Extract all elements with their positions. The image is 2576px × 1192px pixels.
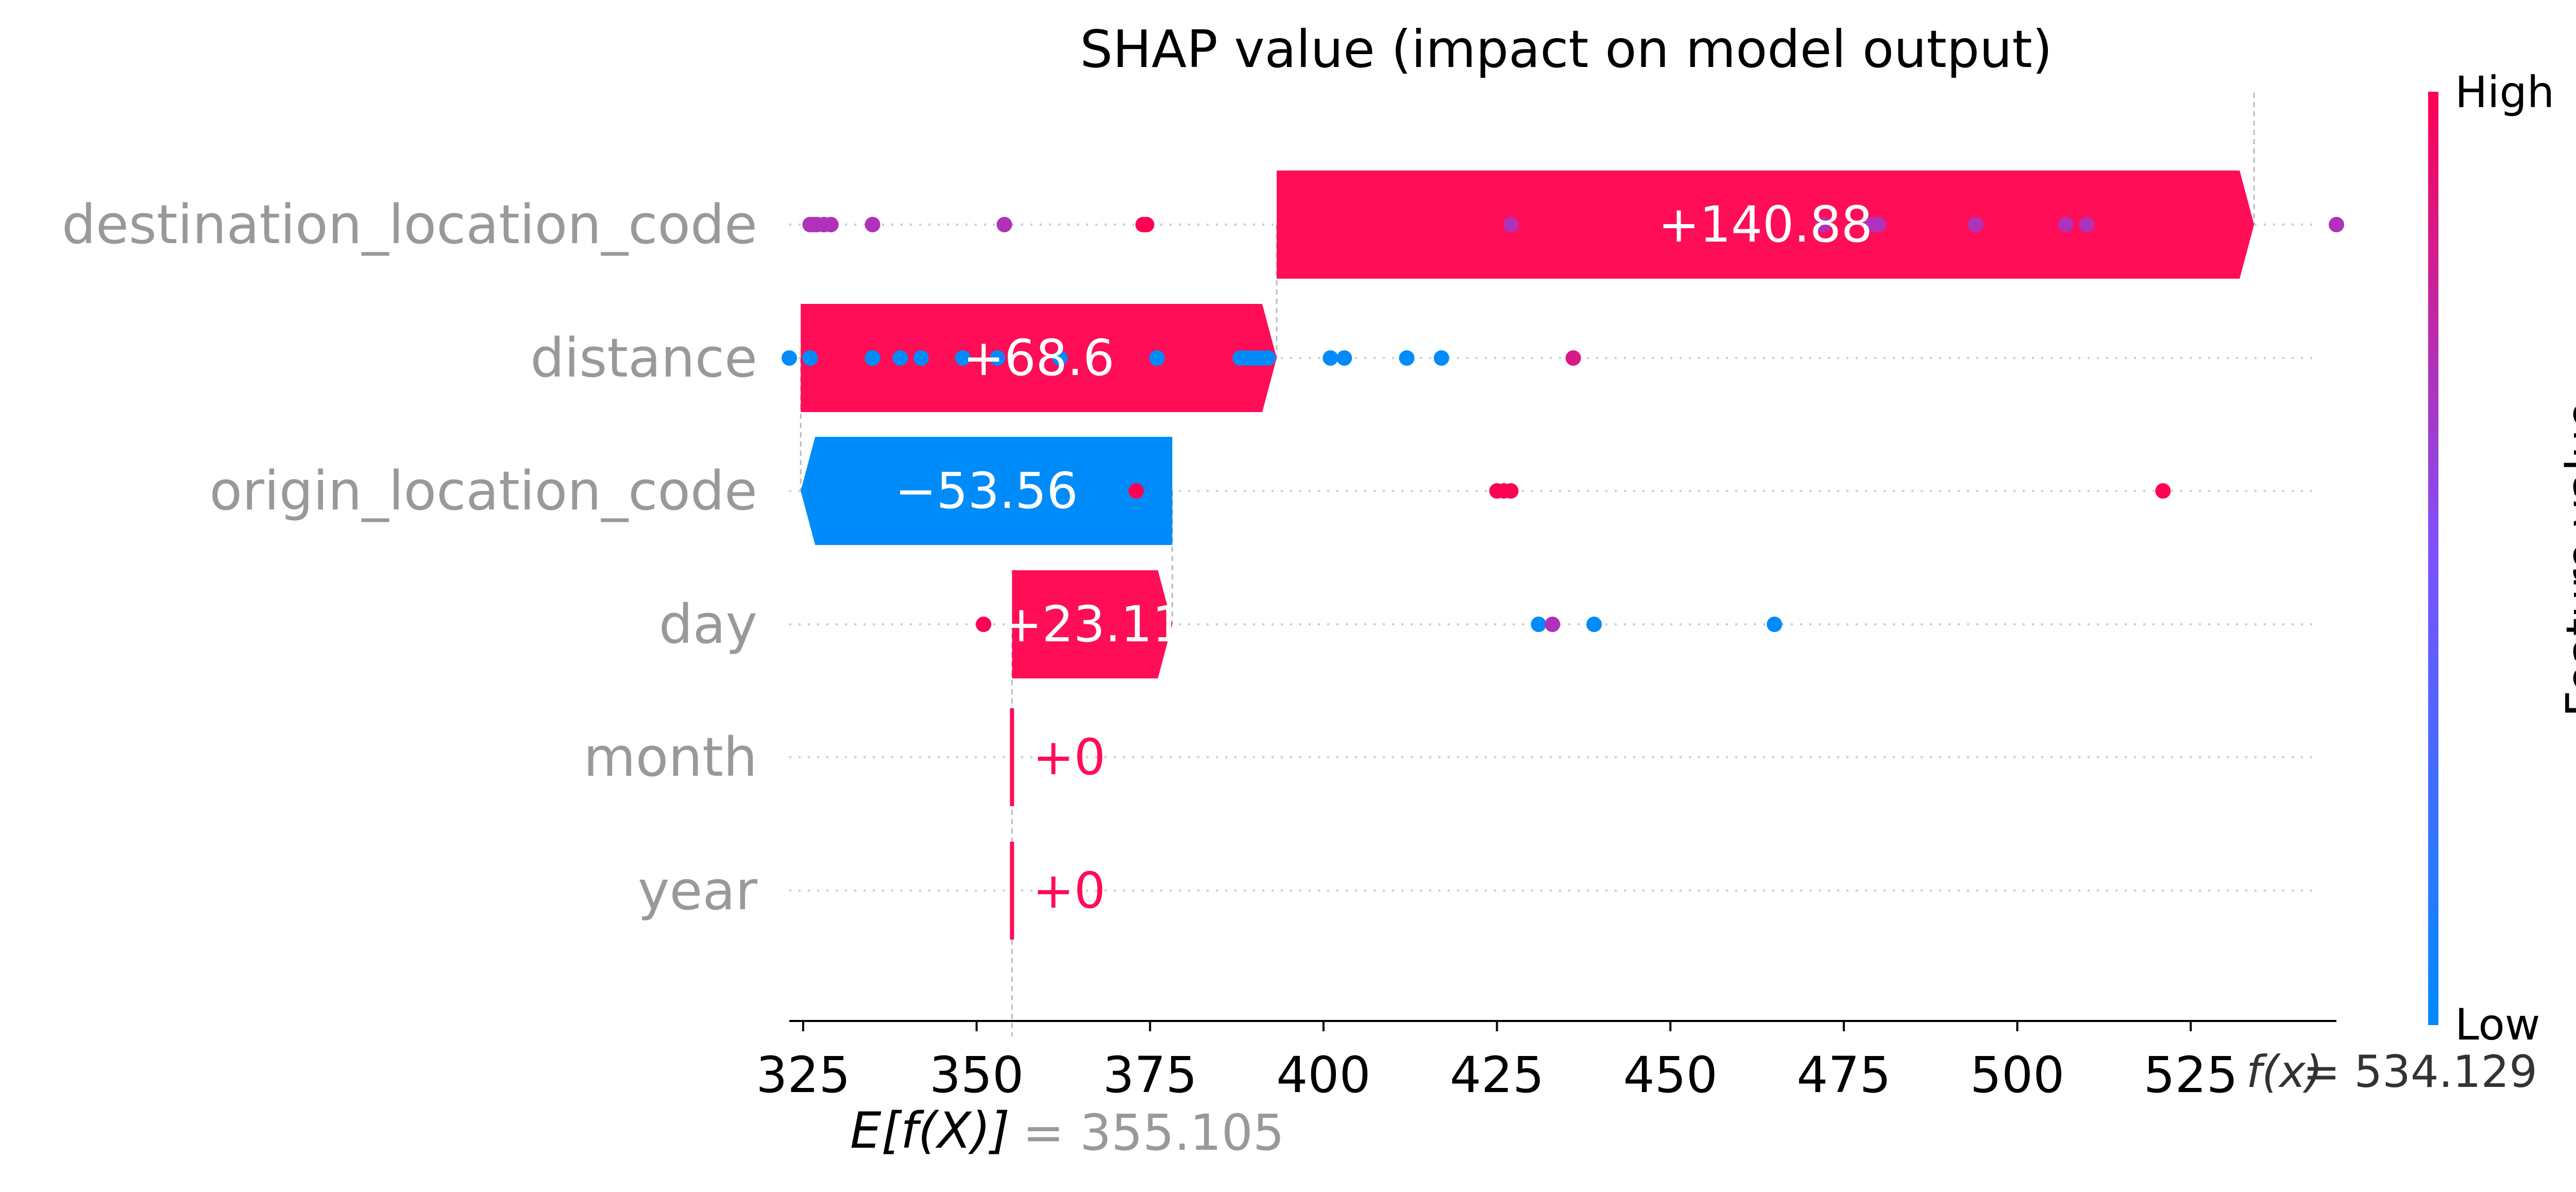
x-tick-label: 400 [1276, 1046, 1370, 1104]
feature-point [1433, 350, 1449, 366]
feature-point [2079, 217, 2095, 232]
contribution-label: +140.88 [1658, 196, 1872, 253]
feature-label: month [583, 726, 757, 789]
feature-point [1336, 350, 1352, 366]
contribution-bar [801, 304, 1277, 412]
feature-point [955, 350, 971, 366]
feature-point [1767, 617, 1783, 632]
feature-point [913, 350, 929, 366]
base-value-label: E[f(X)] [850, 1102, 1010, 1160]
feature-point [802, 350, 818, 366]
contribution-bar [1012, 570, 1173, 678]
base-value-value: = 355.105 [1023, 1104, 1284, 1162]
feature-point [1871, 217, 1887, 232]
feature-point [865, 217, 880, 232]
feature-label: destination_location_code [62, 193, 757, 256]
feature-point [1815, 217, 1831, 232]
feature-point [1052, 350, 1068, 366]
colorbar-title: Feature value [2556, 401, 2576, 718]
x-tick-label: 425 [1450, 1046, 1544, 1104]
x-tick-label: 450 [1623, 1046, 1718, 1104]
contribution-label: +0 [1032, 728, 1106, 786]
feature-point [1545, 617, 1561, 632]
feature-point [1399, 350, 1415, 366]
contribution-label: −53.56 [895, 462, 1078, 520]
feature-point [1323, 350, 1338, 366]
feature-point [989, 350, 1005, 366]
feature-point [1503, 483, 1519, 499]
x-tick-label: 500 [1970, 1046, 2064, 1104]
x-tick-label: 475 [1797, 1046, 1891, 1104]
feature-point [865, 350, 880, 366]
output-value-value: = 534.129 [2303, 1046, 2537, 1098]
x-tick-label: 525 [2144, 1046, 2238, 1104]
feature-label: origin_location_code [209, 459, 757, 522]
feature-point [1586, 617, 1602, 632]
colorbar [2428, 92, 2438, 1025]
feature-label: year [638, 859, 757, 922]
output-value-label: f(x) [2246, 1046, 2323, 1098]
feature-point [976, 617, 992, 632]
contribution-bar [1276, 171, 2255, 279]
colorbar-low-label: Low [2455, 999, 2540, 1050]
feature-point [823, 217, 839, 232]
feature-point [1149, 350, 1165, 366]
contribution-label: +0 [1032, 862, 1106, 919]
x-tick-label: 325 [756, 1046, 850, 1104]
feature-point [782, 350, 797, 366]
contribution-label: +68.6 [963, 329, 1114, 387]
feature-point [2155, 483, 2171, 499]
feature-point [996, 217, 1012, 232]
feature-label: day [659, 593, 757, 656]
feature-point [1139, 217, 1155, 232]
feature-point [1565, 350, 1581, 366]
feature-label: distance [530, 327, 757, 389]
x-tick-label: 375 [1103, 1046, 1197, 1104]
feature-point [1531, 617, 1547, 632]
feature-point [2329, 217, 2344, 232]
x-tick-label: 350 [929, 1046, 1024, 1104]
colorbar-high-label: High [2455, 67, 2554, 117]
feature-point [1968, 217, 1984, 232]
feature-point [1503, 217, 1519, 232]
feature-point [1128, 483, 1144, 499]
contribution-label: +23.11 [1001, 595, 1183, 653]
contribution-bar [801, 437, 1173, 545]
chart-title: SHAP value (impact on model output) [1080, 19, 2052, 79]
feature-point [2058, 217, 2074, 232]
feature-point [1260, 350, 1276, 366]
feature-point [892, 350, 908, 366]
